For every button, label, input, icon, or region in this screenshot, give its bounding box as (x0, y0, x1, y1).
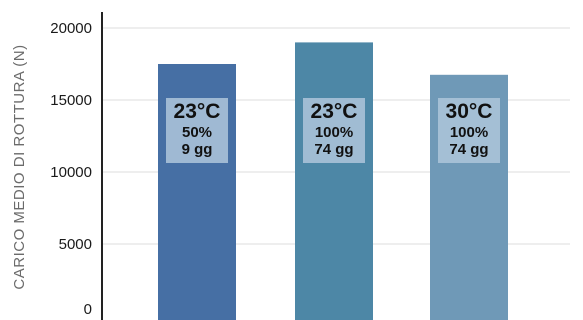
label-temperature: 23°C (173, 100, 221, 123)
y-tick-label: 20000 (50, 20, 92, 37)
bars (158, 42, 508, 320)
label-humidity: 100% (314, 124, 354, 142)
bar (295, 42, 373, 320)
bar-condition-label: 23°C 100% 74 gg (303, 98, 365, 163)
label-temperature: 23°C (310, 100, 358, 123)
label-days: 9 gg (181, 141, 213, 159)
bar-condition-label: 30°C 100% 74 gg (438, 98, 500, 163)
bar-condition-label: 23°C 50% 9 gg (166, 98, 228, 163)
label-days: 74 gg (449, 141, 489, 159)
label-humidity: 100% (449, 124, 489, 142)
label-humidity: 50% (181, 124, 213, 142)
label-temperature: 30°C (445, 100, 493, 123)
y-tick-labels: 0 5000 10000 15000 20000 (50, 20, 92, 318)
y-tick-label: 0 (84, 301, 92, 318)
y-axis-title: CARICO MEDIO DI ROTTURA (N) (11, 44, 28, 289)
y-tick-label: 5000 (59, 236, 92, 253)
y-tick-label: 15000 (50, 92, 92, 109)
label-days: 74 gg (314, 141, 354, 159)
y-tick-label: 10000 (50, 164, 92, 181)
